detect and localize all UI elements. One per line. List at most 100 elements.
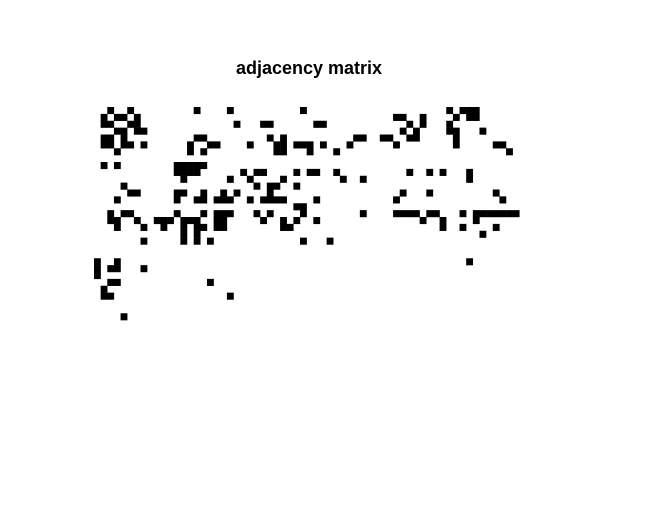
- matrix-cell-r16-c25: [260, 217, 267, 225]
- matrix-cell-r12-c60: [492, 189, 500, 197]
- matrix-cell-r9-c30: [293, 168, 301, 176]
- matrix-cell-r4-c48: [413, 134, 420, 142]
- matrix-cell-r8-c14: [187, 162, 194, 170]
- matrix-cell-r15-c18: [213, 210, 221, 218]
- matrix-cell-r10-c23: [246, 175, 254, 183]
- matrix-cell-r22-c0: [94, 258, 101, 266]
- matrix-cell-r16-c49: [419, 217, 427, 225]
- matrix-cell-r5-c45: [393, 141, 400, 149]
- matrix-cell-r3-c48: [413, 127, 420, 135]
- matrix-cell-r16-c15: [193, 217, 201, 225]
- matrix-cell-r19-c13: [180, 237, 188, 245]
- matrix-cell-r16-c28: [280, 217, 287, 225]
- matrix-cell-r17-c52: [439, 223, 447, 231]
- matrix-cell-r18-c15: [193, 230, 201, 238]
- matrix-cell-r3-c3: [113, 127, 121, 135]
- matrix-cell-r17-c3: [113, 223, 121, 231]
- matrix-cell-r16-c10: [160, 217, 168, 225]
- matrix-cell-r15-c31: [300, 210, 307, 218]
- matrix-cell-r4-c4: [120, 134, 128, 142]
- matrix-cell-r13-c45: [393, 196, 400, 204]
- matrix-cell-r27-c2: [107, 292, 115, 300]
- matrix-cell-r13-c33: [313, 196, 321, 204]
- matrix-cell-r15-c20: [226, 210, 234, 218]
- matrix-cell-r12-c26: [266, 189, 274, 197]
- matrix-cell-r19-c17: [206, 237, 214, 245]
- matrix-cell-r8-c16: [200, 162, 208, 170]
- matrix-cell-r6-c32: [306, 148, 314, 156]
- matrix-cell-r5-c23: [246, 141, 254, 149]
- matrix-cell-r16-c18: [213, 217, 221, 225]
- matrix-cell-r17-c55: [459, 223, 467, 231]
- matrix-cell-r16-c14: [187, 217, 194, 225]
- matrix-cell-r19-c7: [140, 237, 148, 245]
- matrix-cell-r3-c4: [120, 127, 128, 135]
- matrix-cell-r5-c14: [187, 141, 194, 149]
- matrix-cell-r17-c13: [180, 223, 188, 231]
- matrix-cell-r6-c27: [273, 148, 281, 156]
- matrix-cell-r19-c35: [326, 237, 334, 245]
- matrix-cell-r1-c1: [100, 113, 108, 121]
- matrix-cell-r4-c47: [406, 134, 414, 142]
- matrix-cell-r23-c3: [113, 265, 121, 273]
- matrix-cell-r22-c56: [466, 258, 474, 266]
- matrix-cell-r16-c19: [220, 217, 228, 225]
- matrix-cell-r2-c49: [419, 120, 427, 128]
- matrix-cell-r8-c3: [113, 162, 121, 170]
- matrix-cell-r4-c44: [386, 134, 394, 142]
- matrix-cell-r26-c1: [100, 285, 108, 293]
- matrix-cell-r0-c2: [107, 107, 115, 115]
- matrix-cell-r4-c16: [200, 134, 208, 142]
- matrix-cell-r13-c12: [173, 196, 181, 204]
- matrix-cell-r11-c27: [273, 182, 281, 190]
- matrix-cell-r17-c28: [280, 223, 287, 231]
- matrix-cell-r3-c46: [399, 127, 407, 135]
- matrix-cell-r13-c16: [200, 196, 208, 204]
- matrix-cell-r16-c11: [167, 217, 174, 225]
- matrix-cell-r15-c57: [472, 210, 480, 218]
- matrix-cell-r4-c26: [266, 134, 274, 142]
- matrix-cell-r11-c30: [293, 182, 301, 190]
- matrix-cell-r25-c2: [107, 278, 115, 286]
- matrix-cell-r9-c22: [240, 168, 248, 176]
- matrix-cell-r5-c34: [319, 141, 327, 149]
- matrix-cell-r13-c28: [280, 196, 287, 204]
- matrix-cell-r5-c17: [206, 141, 214, 149]
- matrix-cell-r15-c59: [486, 210, 493, 218]
- matrix-cell-r13-c15: [193, 196, 201, 204]
- matrix-cell-r12-c6: [133, 189, 141, 197]
- matrix-cell-r3-c58: [479, 127, 487, 135]
- matrix-cell-r24-c0: [94, 272, 101, 280]
- matrix-cell-r11-c4: [120, 182, 128, 190]
- matrix-cell-r5-c61: [499, 141, 507, 149]
- matrix-cell-r13-c18: [213, 196, 221, 204]
- matrix-cell-r9-c50: [426, 168, 434, 176]
- matrix-cell-r5-c7: [140, 141, 148, 149]
- matrix-cell-r2-c2: [107, 120, 115, 128]
- matrix-cell-r15-c12: [173, 210, 181, 218]
- matrix-cell-r12-c50: [426, 189, 434, 197]
- matrix-cell-r1-c57: [472, 113, 480, 121]
- matrix-cell-r5-c28: [280, 141, 287, 149]
- matrix-cell-r6-c14: [187, 148, 194, 156]
- matrix-cell-r13-c27: [273, 196, 281, 204]
- matrix-cell-r15-c26: [266, 210, 274, 218]
- matrix-cell-r18-c13: [180, 230, 188, 238]
- matrix-cell-r1-c49: [419, 113, 427, 121]
- matrix-cell-r17-c16: [200, 223, 208, 231]
- matrix-cell-r15-c40: [359, 210, 367, 218]
- matrix-cell-r25-c17: [206, 278, 214, 286]
- matrix-cell-r5-c27: [273, 141, 281, 149]
- matrix-cell-r6-c16: [200, 148, 208, 156]
- matrix-cell-r17-c29: [286, 223, 294, 231]
- matrix-cell-r13-c20: [226, 196, 234, 204]
- matrix-cell-r5-c1: [100, 141, 108, 149]
- matrix-cell-r15-c2: [107, 210, 115, 218]
- matrix-cell-r15-c60: [492, 210, 500, 218]
- matrix-cell-r9-c13: [180, 168, 188, 176]
- matrix-cell-r17-c60: [492, 223, 500, 231]
- matrix-cell-r3-c7: [140, 127, 148, 135]
- matrix-cell-r15-c62: [506, 210, 513, 218]
